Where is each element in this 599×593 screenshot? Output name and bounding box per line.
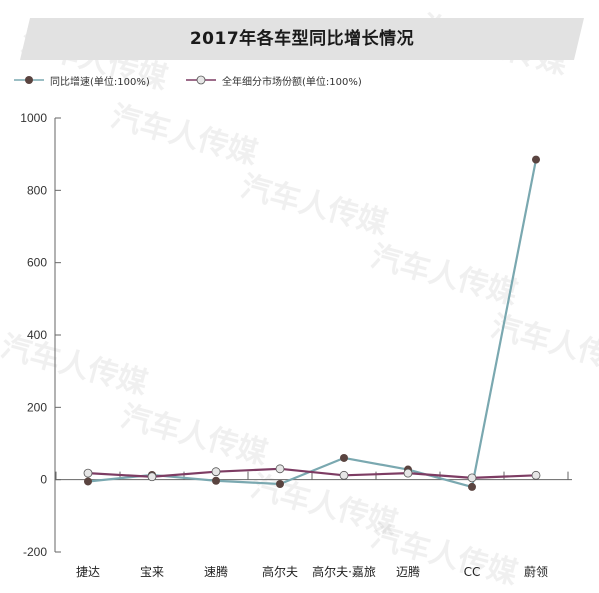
y-tick-label: 200 [27,400,47,414]
data-point-share [531,470,541,480]
legend-label-share: 全年细分市场份额(单位:100%) [222,76,362,88]
y-tick-label: 400 [27,328,47,342]
x-tick-label: 高尔夫·嘉旅 [312,564,376,579]
y-tick-label: 800 [27,183,47,197]
legend: 同比增速(单位:100%) 全年细分市场份额(单位:100%) [14,70,574,90]
x-tick-label: 蔚领 [524,565,548,579]
data-point-growth [532,155,540,164]
y-tick-label: 600 [27,256,47,270]
legend-label-growth: 同比增速(单位:100%) [50,76,150,88]
x-tick-label: 迈腾 [396,564,420,579]
data-point-share [467,473,477,483]
title-banner-shape [20,18,584,60]
y-tick-label: 0 [40,473,47,487]
data-point-growth [340,453,348,462]
data-point-growth [84,477,92,486]
y-tick-label: -200 [23,545,47,559]
series-line-share [87,467,537,479]
chart-title: 2017年各车型同比增长情况 [189,29,415,49]
data-point-share [211,467,221,477]
data-point-share [339,470,349,480]
data-point-growth [468,482,476,491]
data-point-share [403,468,413,478]
x-tick-label: CC [464,565,481,579]
x-tick-label: 宝来 [140,565,164,579]
legend-item-growth: 同比增速(单位:100%) [14,70,150,90]
data-point-share [83,468,93,478]
title-banner: 2017年各车型同比增长情况 [20,18,584,60]
data-point-growth [276,480,284,489]
y-tick-label: 1000 [20,111,47,125]
legend-swatch-share [186,75,216,85]
x-tick-label: 速腾 [204,564,228,579]
series-line-growth [87,159,538,488]
data-point-share [147,472,157,482]
x-tick-label: 高尔夫 [262,564,298,579]
data-point-growth [212,476,220,485]
x-tick-label: 捷达 [76,565,100,579]
legend-swatch-growth [14,76,44,84]
legend-item-share: 全年细分市场份额(单位:100%) [186,70,362,90]
data-point-share [275,464,285,474]
